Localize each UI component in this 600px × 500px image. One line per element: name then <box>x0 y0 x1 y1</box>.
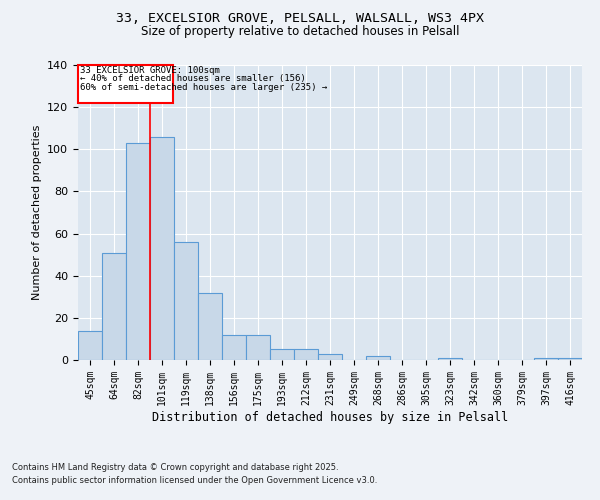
Text: 33, EXCELSIOR GROVE, PELSALL, WALSALL, WS3 4PX: 33, EXCELSIOR GROVE, PELSALL, WALSALL, W… <box>116 12 484 26</box>
Bar <box>174 242 198 360</box>
Bar <box>366 356 390 360</box>
X-axis label: Distribution of detached houses by size in Pelsall: Distribution of detached houses by size … <box>152 410 508 424</box>
Text: 33 EXCELSIOR GROVE: 100sqm: 33 EXCELSIOR GROVE: 100sqm <box>80 66 220 75</box>
Bar <box>246 334 270 360</box>
Text: ← 40% of detached houses are smaller (156): ← 40% of detached houses are smaller (15… <box>80 74 305 84</box>
Bar <box>198 292 222 360</box>
Bar <box>270 350 294 360</box>
Bar <box>438 358 462 360</box>
Text: Contains public sector information licensed under the Open Government Licence v3: Contains public sector information licen… <box>12 476 377 485</box>
Y-axis label: Number of detached properties: Number of detached properties <box>32 125 41 300</box>
Bar <box>294 350 318 360</box>
Text: Size of property relative to detached houses in Pelsall: Size of property relative to detached ho… <box>141 25 459 38</box>
Bar <box>534 358 558 360</box>
Bar <box>318 354 342 360</box>
FancyBboxPatch shape <box>78 65 173 103</box>
Bar <box>102 252 126 360</box>
Bar <box>222 334 246 360</box>
Text: Contains HM Land Registry data © Crown copyright and database right 2025.: Contains HM Land Registry data © Crown c… <box>12 464 338 472</box>
Text: 60% of semi-detached houses are larger (235) →: 60% of semi-detached houses are larger (… <box>80 83 327 92</box>
Bar <box>126 143 150 360</box>
Bar <box>558 358 582 360</box>
Bar <box>78 330 102 360</box>
Bar <box>150 136 174 360</box>
